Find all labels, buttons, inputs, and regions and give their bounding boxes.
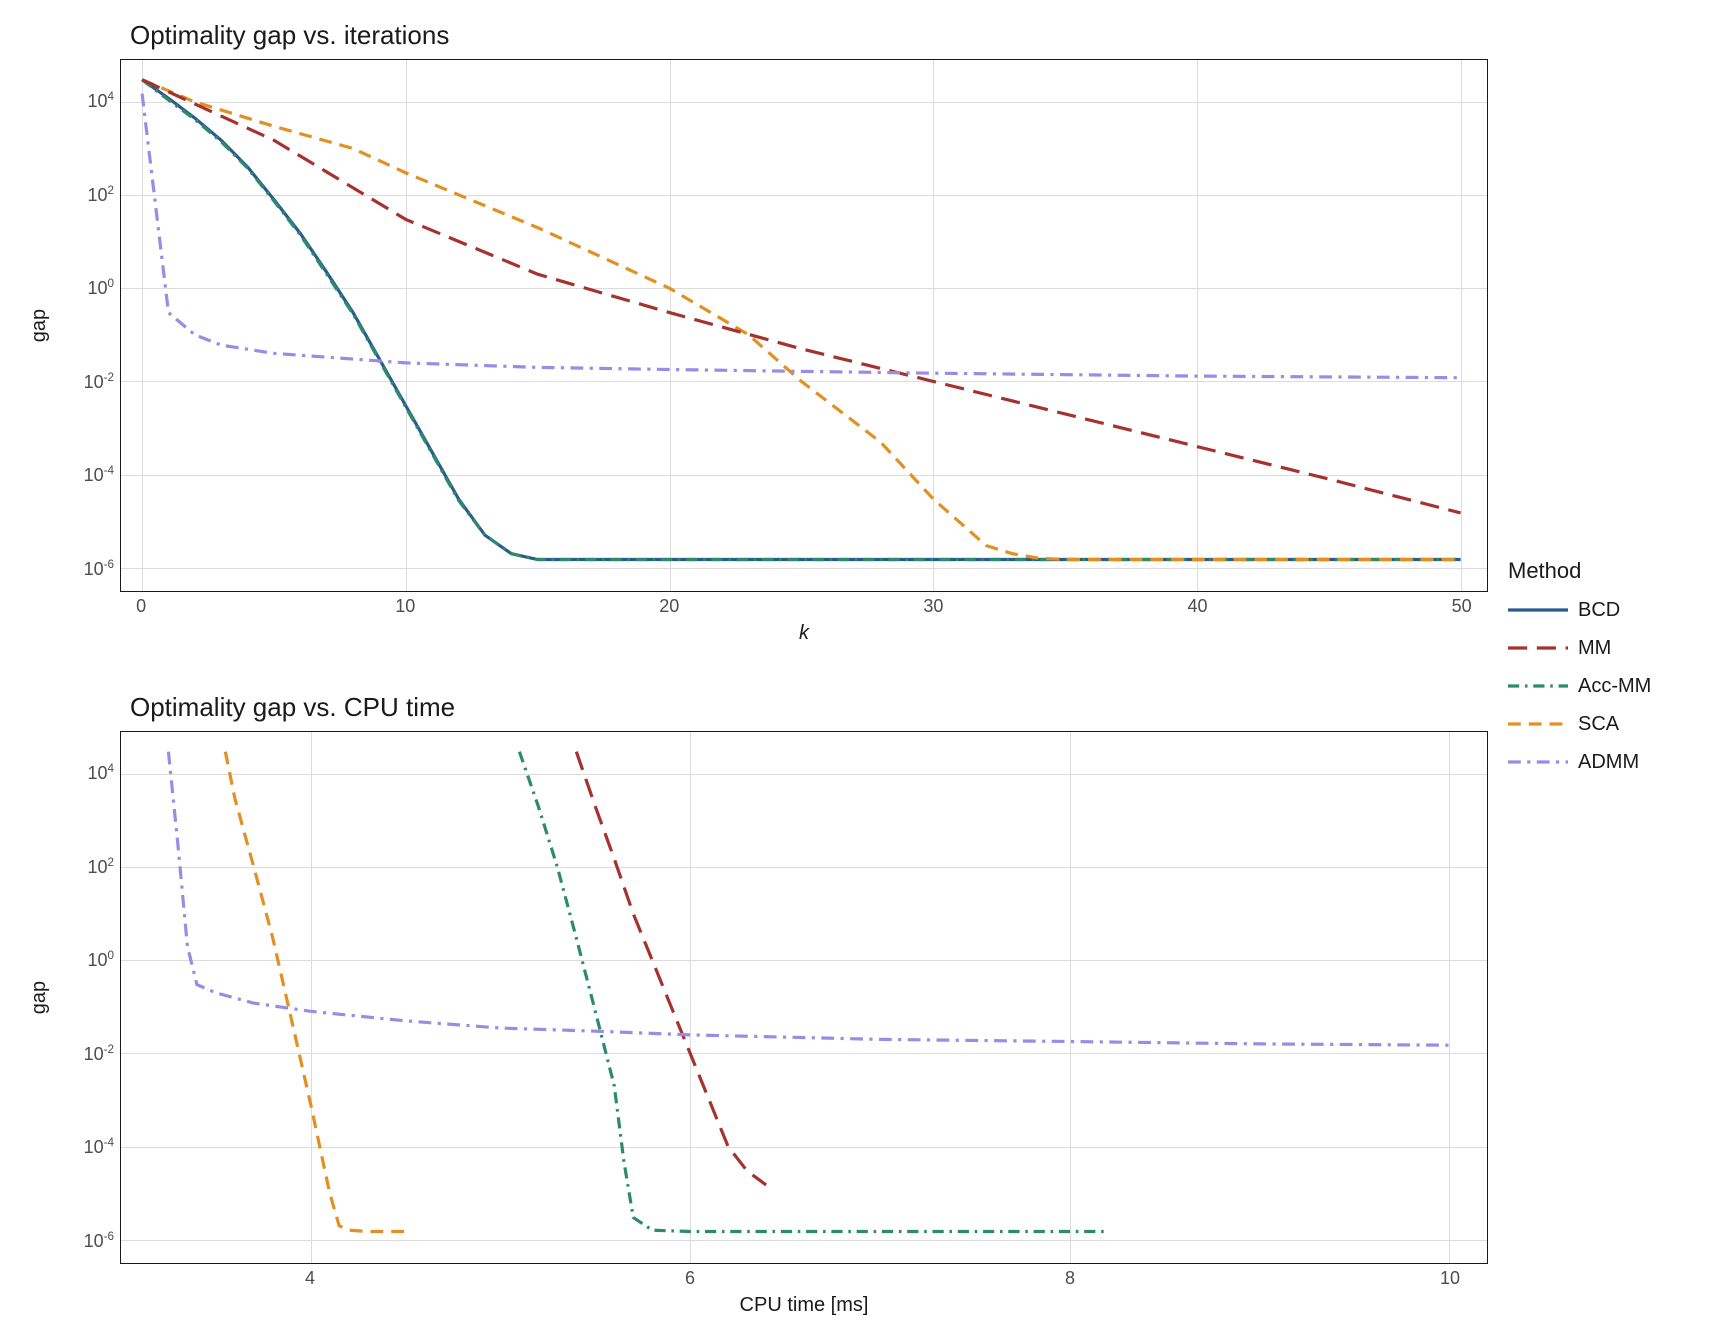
panel-top-title: Optimality gap vs. iterations (130, 20, 1488, 51)
ytick-label: 104 (87, 762, 114, 784)
ytick-label: 10-2 (84, 371, 114, 393)
xtick-label: 4 (305, 1268, 315, 1289)
xtick-label: 6 (685, 1268, 695, 1289)
panel-top-ylabel-col: gap (20, 59, 60, 592)
ytick-label: 10-2 (84, 1043, 114, 1065)
panel-bottom: Optimality gap vs. CPU time gap 10-6 10-4… (20, 692, 1488, 1324)
xtick-label: 10 (1440, 1268, 1460, 1289)
ytick-label: 100 (87, 277, 114, 299)
xtick-label: 8 (1065, 1268, 1075, 1289)
legend-swatch (1508, 750, 1568, 774)
panel-bottom-plot-row: gap 10-6 10-4 10-2 100 102 104 (20, 731, 1488, 1264)
panel-bottom-svg (121, 732, 1487, 1263)
xtick-label: 30 (923, 596, 943, 617)
xtick-label: 10 (395, 596, 415, 617)
panel-bottom-plot (120, 731, 1488, 1264)
charts-column: Optimality gap vs. iterations gap 10-610… (20, 20, 1488, 1324)
legend-swatch (1508, 674, 1568, 698)
ytick-label: 102 (87, 184, 114, 206)
legend-swatch (1508, 598, 1568, 622)
ytick-label: 10-6 (84, 1230, 114, 1252)
ytick-label: 100 (87, 949, 114, 971)
legend-swatch (1508, 636, 1568, 660)
panel-top: Optimality gap vs. iterations gap 10-610… (20, 20, 1488, 652)
legend-item-label: MM (1578, 637, 1611, 660)
panel-bottom-yticks: 10-6 10-4 10-2 100 102 104 (60, 731, 120, 1264)
panel-top-xlabel-row: k (20, 622, 1488, 652)
series-line (142, 94, 1461, 378)
panel-bottom-ylabel-col: gap (20, 731, 60, 1264)
legend-item-label: Acc-MM (1578, 675, 1651, 698)
panel-top-ylabel: gap (29, 309, 52, 342)
series-line (142, 80, 1461, 560)
series-line (142, 80, 1461, 560)
panel-top-plot (120, 59, 1488, 592)
xtick-label: 50 (1452, 596, 1472, 617)
ytick-label: 10-6 (84, 558, 114, 580)
legend-item: ADMM (1508, 748, 1651, 776)
legend-item: SCA (1508, 710, 1651, 738)
legend-inner: Method BCD MM Acc-MM SCA ADMM (1508, 558, 1651, 786)
xtick-label: 40 (1187, 596, 1207, 617)
xtick-label: 0 (136, 596, 146, 617)
legend-title: Method (1508, 558, 1651, 584)
panel-bottom-title: Optimality gap vs. CPU time (130, 692, 1488, 723)
panel-top-xlabel: k (120, 622, 1488, 652)
panel-bottom-xlabel-row: CPU time [ms] (20, 1294, 1488, 1324)
ytick-label: 104 (87, 90, 114, 112)
ytick-label: 10-4 (84, 1136, 114, 1158)
series-line (168, 752, 1449, 1045)
series-line (519, 752, 1107, 1232)
panel-bottom-ylabel: gap (29, 981, 52, 1014)
ytick-label: 10-4 (84, 464, 114, 486)
legend-item-label: SCA (1578, 713, 1619, 736)
ytick-label: 102 (87, 856, 114, 878)
panel-top-xticks: 0 10 20 30 40 50 (120, 592, 1488, 622)
series-line (576, 752, 766, 1185)
legend-item: BCD (1508, 596, 1651, 624)
legend-swatch (1508, 712, 1568, 736)
panel-top-plot-row: gap 10-6 10-4 10-2 100 102 104 (20, 59, 1488, 592)
xtick-label: 20 (659, 596, 679, 617)
panel-top-svg (121, 60, 1487, 591)
figure: Optimality gap vs. iterations gap 10-610… (20, 20, 1708, 1324)
legend-item: MM (1508, 634, 1651, 662)
series-line (142, 80, 1461, 560)
panel-bottom-xlabel: CPU time [ms] (120, 1294, 1488, 1324)
legend-item: Acc-MM (1508, 672, 1651, 700)
legend-item-label: BCD (1578, 599, 1620, 622)
series-line (225, 752, 405, 1232)
panel-top-xtick-row: 0 10 20 30 40 50 (20, 592, 1488, 622)
panel-bottom-xtick-row: 4 6 8 10 (20, 1264, 1488, 1294)
panel-top-yticks: 10-6 10-4 10-2 100 102 104 (60, 59, 120, 592)
legend-item-label: ADMM (1578, 751, 1639, 774)
panel-bottom-xticks: 4 6 8 10 (120, 1264, 1488, 1294)
legend: Method BCD MM Acc-MM SCA ADMM (1488, 20, 1708, 1324)
